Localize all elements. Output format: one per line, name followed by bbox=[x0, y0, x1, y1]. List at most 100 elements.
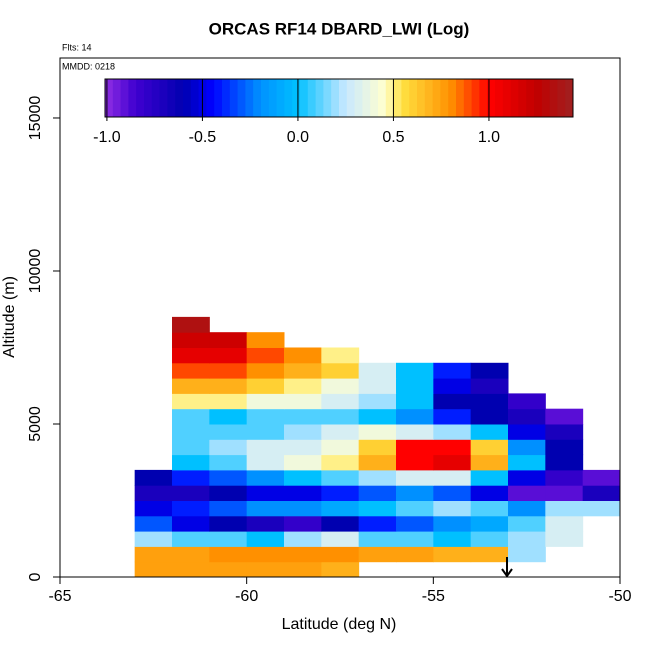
heat-cell bbox=[396, 378, 434, 394]
heat-cell bbox=[545, 423, 584, 440]
colorbar-swatch bbox=[222, 79, 231, 117]
heat-cell bbox=[358, 362, 397, 379]
heat-cell bbox=[134, 500, 173, 517]
heat-cell bbox=[321, 347, 360, 364]
colorbar-swatch bbox=[370, 79, 379, 117]
heat-cell bbox=[321, 362, 360, 379]
heat-cell bbox=[209, 393, 248, 410]
heat-cell bbox=[396, 393, 434, 410]
colorbar-swatch bbox=[261, 79, 270, 117]
heat-cell bbox=[433, 454, 472, 471]
heat-cell bbox=[470, 408, 509, 425]
heat-cell bbox=[470, 454, 509, 471]
colorbar-swatch bbox=[237, 79, 246, 117]
colorbar-swatch bbox=[518, 79, 527, 117]
heat-cell bbox=[470, 393, 509, 410]
colorbar-swatch bbox=[471, 79, 480, 117]
colorbar-swatch bbox=[456, 79, 465, 117]
heat-cell bbox=[134, 531, 173, 547]
heat-cell bbox=[321, 485, 360, 501]
colorbar-swatch bbox=[276, 79, 285, 117]
heat-cell bbox=[545, 485, 584, 501]
heat-cell bbox=[321, 469, 360, 486]
heat-cell bbox=[284, 408, 322, 425]
heat-cell bbox=[358, 485, 397, 501]
heat-cell bbox=[284, 561, 322, 578]
colorbar-swatch bbox=[362, 79, 371, 117]
heat-cell bbox=[470, 378, 509, 394]
colorbar-swatch bbox=[315, 79, 324, 117]
heat-cell bbox=[209, 423, 248, 440]
heat-cell bbox=[246, 561, 285, 578]
x-tick-label: -50 bbox=[608, 588, 631, 605]
colorbar-swatch bbox=[495, 79, 504, 117]
x-tick-label: -65 bbox=[48, 588, 71, 605]
heat-cell bbox=[396, 515, 434, 532]
colorbar-tick-label: 0.5 bbox=[382, 129, 404, 146]
heat-cell bbox=[209, 454, 248, 471]
heat-cell bbox=[172, 561, 210, 578]
heat-cell bbox=[134, 546, 173, 563]
heat-cell bbox=[209, 500, 248, 517]
heat-cell bbox=[321, 393, 360, 410]
heat-cell bbox=[284, 454, 322, 471]
heat-cell bbox=[433, 485, 472, 501]
chart-title: ORCAS RF14 DBARD_LWI (Log) bbox=[209, 19, 470, 38]
colorbar-swatch bbox=[323, 79, 332, 117]
heat-cell bbox=[396, 454, 434, 471]
colorbar-swatch bbox=[292, 79, 301, 117]
y-tick-label: 0 bbox=[27, 572, 44, 581]
heat-cell bbox=[433, 515, 472, 532]
heat-cell bbox=[508, 500, 546, 517]
heat-cell bbox=[545, 454, 584, 471]
heat-cell bbox=[470, 531, 509, 547]
heat-cell bbox=[396, 469, 434, 486]
heat-cell bbox=[172, 500, 210, 517]
colorbar-swatch bbox=[393, 79, 402, 117]
heat-cell bbox=[209, 561, 248, 578]
heat-cell bbox=[209, 347, 248, 364]
heat-cell bbox=[284, 531, 322, 547]
heat-cell bbox=[582, 485, 621, 501]
heat-cell bbox=[246, 454, 285, 471]
heat-cell bbox=[358, 500, 397, 517]
heat-cell bbox=[358, 408, 397, 425]
colorbar-swatch bbox=[432, 79, 441, 117]
heat-cell bbox=[284, 439, 322, 456]
heat-cell bbox=[358, 454, 397, 471]
heat-cell bbox=[358, 469, 397, 486]
heat-cell bbox=[545, 469, 584, 486]
colorbar-swatch bbox=[105, 79, 114, 117]
heat-cell bbox=[284, 378, 322, 394]
colorbar-swatch bbox=[214, 79, 223, 117]
heat-cell bbox=[134, 561, 173, 578]
heat-cell bbox=[433, 439, 472, 456]
arrow-head bbox=[501, 568, 513, 578]
y-tick-label: 15000 bbox=[27, 96, 44, 141]
heat-cell bbox=[209, 469, 248, 486]
heat-cell bbox=[284, 515, 322, 532]
heat-cell bbox=[470, 515, 509, 532]
heat-cell bbox=[358, 546, 397, 563]
heat-cell bbox=[582, 500, 621, 517]
colorbar-swatch bbox=[534, 79, 543, 117]
heat-cell bbox=[545, 531, 584, 547]
heat-cell bbox=[396, 500, 434, 517]
heat-cell bbox=[172, 469, 210, 486]
heat-cell bbox=[508, 454, 546, 471]
heat-cell bbox=[246, 408, 285, 425]
heat-cell bbox=[508, 439, 546, 456]
heat-cell bbox=[284, 546, 322, 563]
colorbar-swatch bbox=[307, 79, 317, 117]
colorbar-swatch bbox=[183, 79, 192, 117]
heat-cell bbox=[209, 439, 248, 456]
heat-cell bbox=[508, 423, 546, 440]
heat-cell bbox=[172, 378, 210, 394]
heat-cell bbox=[358, 378, 397, 394]
heat-cell bbox=[321, 378, 360, 394]
heat-cell bbox=[358, 423, 397, 440]
heat-cell bbox=[321, 500, 360, 517]
heat-cell bbox=[172, 332, 210, 348]
heat-cell bbox=[209, 362, 248, 379]
